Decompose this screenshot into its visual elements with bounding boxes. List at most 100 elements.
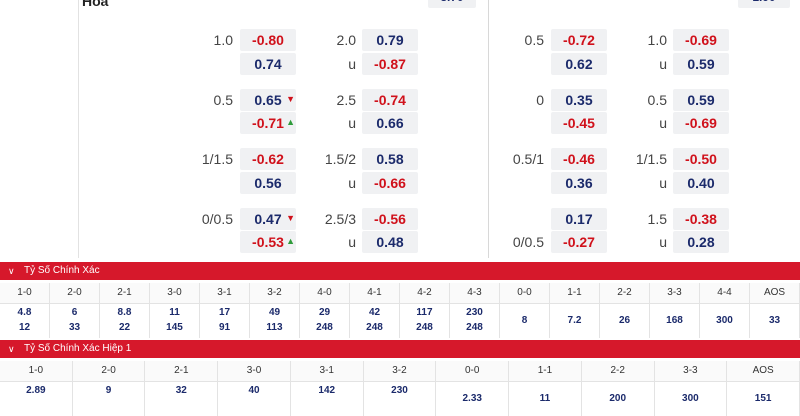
odds-value: -0.45 — [551, 112, 607, 134]
odds-value: -0.66 — [362, 171, 418, 194]
trend-arrow: ▲ — [286, 236, 295, 246]
odds-text: 0.40 — [687, 174, 715, 191]
handicap-label: u — [348, 234, 356, 250]
odds-value: -0.53 ▲ — [240, 231, 296, 253]
score-label: 2-0 — [50, 283, 100, 303]
odds-value: -0.87 — [362, 52, 418, 75]
odds-text: 9 — [105, 385, 112, 396]
odds-value: -0.74 — [362, 88, 418, 111]
handicap-label: 0 — [536, 91, 544, 108]
section-title: Tỷ Số Chính Xác Hiệp 1 — [24, 343, 132, 354]
odds-text: 91 — [218, 322, 231, 333]
score-label: 3-0 — [150, 283, 200, 303]
odds-text: 168 — [666, 315, 683, 326]
score-label: AOS — [727, 361, 800, 381]
odds-text: -0.69 — [685, 115, 717, 131]
odds-text: 230 — [466, 307, 483, 318]
odds-text: 0.74 — [254, 55, 282, 72]
handicap-label: 1.0 — [213, 32, 233, 48]
odds-text: 22 — [118, 322, 131, 333]
handicap-label: 1/1.5 — [201, 151, 233, 167]
trend-arrow: ▼ — [286, 212, 295, 223]
score-odds: 40 — [218, 382, 291, 416]
score-odds: 4.8 12 — [0, 304, 50, 338]
odds-text: 0.35 — [565, 91, 593, 108]
odds-text: 0.17 — [565, 210, 593, 227]
score-label: 3-2 — [363, 361, 437, 381]
score-odds: 8 — [500, 304, 550, 338]
score-label: 0-0 — [500, 283, 550, 303]
odds-text: 0.36 — [565, 174, 593, 191]
score-label: 4-3 — [450, 283, 500, 303]
chevron[interactable]: ∨ — [8, 266, 15, 276]
score-label: 4-1 — [350, 283, 400, 303]
odds-text: -0.71 — [252, 115, 284, 131]
odds-text: 145 — [166, 322, 183, 333]
score-odds: 151 — [727, 382, 800, 416]
score-label: 1-0 — [0, 283, 50, 303]
score-odds: 2.89 — [0, 382, 73, 416]
odds-text: -0.74 — [374, 91, 406, 108]
odds-value: 0.35 — [551, 88, 607, 111]
odds-text: 40 — [248, 385, 260, 396]
odds-text: 142 — [318, 385, 336, 396]
odds-value: 0.36 — [551, 171, 607, 194]
score-odds: 117 248 — [400, 304, 450, 338]
odds-text: -0.66 — [374, 174, 406, 191]
odds-text: 17 — [218, 307, 231, 318]
handicap-label: 0.5 — [524, 32, 544, 48]
score-label: 3-2 — [250, 283, 300, 303]
market-title: Hoà — [82, 0, 109, 9]
score-label: 2-2 — [581, 361, 655, 381]
odds-text: 248 — [316, 322, 333, 333]
odds-text: 230 — [391, 385, 408, 396]
score-label: AOS — [750, 283, 800, 303]
odds-text: 0.66 — [376, 115, 404, 131]
odds-text: 0.79 — [376, 32, 404, 48]
odds-text: 0.62 — [565, 55, 593, 72]
odds-text: 33 — [768, 315, 781, 326]
odds-text: 0.56 — [254, 174, 282, 191]
odds-value: 0.59 — [673, 52, 729, 75]
score-label: 2-0 — [72, 361, 146, 381]
odds-text: 11 — [169, 307, 180, 318]
handicap-label: 1/1.5 — [635, 151, 667, 167]
odds-box: 1.90 — [738, 0, 790, 8]
odds-text: -0.87 — [374, 55, 406, 72]
odds-text: 300 — [682, 393, 699, 404]
score-odds: 230 248 — [450, 304, 500, 338]
odds-text: -0.46 — [563, 151, 595, 167]
score-odds: 11 145 — [150, 304, 200, 338]
odds-value: 0.28 — [673, 231, 729, 253]
chevron[interactable]: ∨ — [8, 344, 15, 354]
score-odds: 2.33 — [436, 382, 510, 416]
handicap-label: 1.5 — [647, 210, 667, 227]
handicap-label: 0.5 — [647, 91, 667, 108]
score-label: 3-3 — [654, 361, 728, 381]
odds-text: 32 — [175, 385, 187, 396]
handicap-label: 2.0 — [336, 32, 356, 48]
odds-value: 0.40 — [673, 171, 729, 194]
score-odds: 230 — [364, 382, 437, 416]
odds-text: 2.89 — [26, 385, 46, 396]
handicap-label: 0.5 — [213, 91, 233, 108]
section-title: Tỷ Số Chính Xác — [24, 265, 100, 276]
odds-text: 33 — [68, 322, 81, 333]
row-border — [0, 381, 800, 382]
score-label: 2-1 — [100, 283, 150, 303]
odds-text: 248 — [466, 322, 483, 333]
odds-text: 0.48 — [376, 234, 404, 250]
odds-value: 0.58 — [362, 148, 418, 170]
odds-value: 0.66 — [362, 112, 418, 134]
odds-value: -0.62 — [240, 148, 296, 170]
odds-value: 0.74 — [240, 52, 296, 75]
odds-box: 3.70 — [428, 0, 476, 8]
odds-text: 2.33 — [462, 393, 482, 404]
odds-text: -0.69 — [685, 32, 717, 48]
trend-arrow: ▼ — [286, 93, 295, 104]
score-odds: 32 — [145, 382, 219, 416]
odds-text: 248 — [366, 322, 383, 333]
odds-value: -0.72 — [551, 29, 607, 51]
odds-value: -0.71 ▲ — [240, 112, 296, 134]
odds-value: -0.27 — [551, 231, 607, 253]
